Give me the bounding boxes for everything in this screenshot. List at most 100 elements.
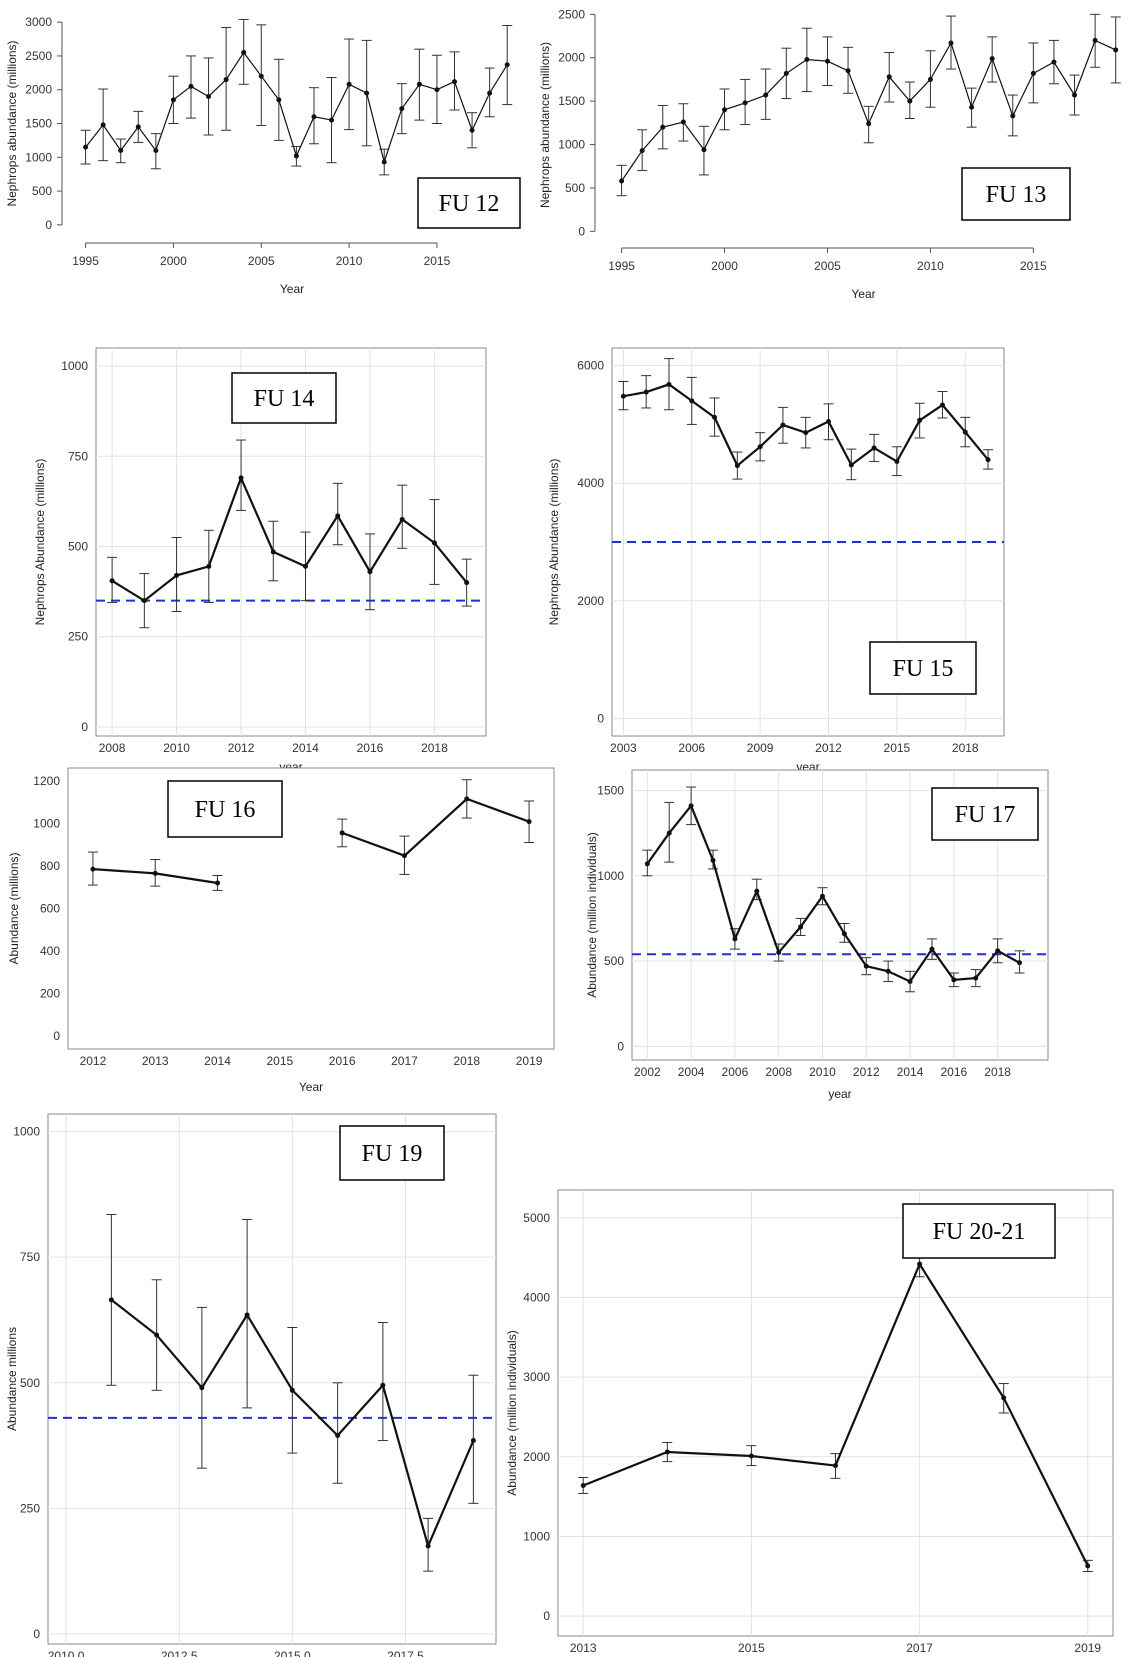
data-point <box>643 389 649 395</box>
data-point <box>399 516 405 522</box>
x-tick-label: 2017 <box>906 1641 933 1655</box>
panel-label-box <box>339 1125 445 1181</box>
data-point <box>985 457 991 463</box>
series-line <box>646 803 1021 983</box>
x-axis-title: Year <box>299 1080 323 1094</box>
y-tick-label: 1000 <box>25 150 52 164</box>
x-tick-label: 2006 <box>678 741 705 755</box>
x-tick-label: 2004 <box>678 1065 705 1079</box>
y-tick-label: 2000 <box>25 83 52 97</box>
data-point <box>886 74 892 80</box>
data-point <box>452 79 458 85</box>
x-tick-label: 2019 <box>516 1054 543 1068</box>
x-tick-label: 1995 <box>72 254 99 268</box>
data-point <box>732 936 738 942</box>
y-tick-label: 500 <box>32 184 52 198</box>
y-axis-title: Nephrops Abundance (millions) <box>33 459 47 626</box>
data-point <box>434 87 440 93</box>
data-point <box>639 148 645 154</box>
data-point <box>776 950 782 956</box>
x-tick-label: 2009 <box>747 741 774 755</box>
y-tick-label: 4000 <box>577 476 604 490</box>
data-point <box>1017 960 1023 966</box>
y-tick-label: 200 <box>40 987 60 1001</box>
x-tick-label: 2005 <box>814 259 841 273</box>
data-point <box>917 417 923 423</box>
panel-label: FU 16 <box>195 797 256 823</box>
data-point <box>1001 1395 1007 1401</box>
y-tick-label: 2500 <box>558 7 585 21</box>
data-point <box>174 572 180 578</box>
chart-fu12: 0 500 1000 1500 2000 2500 3000 1995 2000 2005 2010… <box>5 15 521 296</box>
x-tick-label: 2019 <box>1074 1641 1101 1655</box>
data-point <box>329 117 335 123</box>
data-point <box>710 857 716 863</box>
data-point <box>270 549 276 555</box>
data-point <box>199 1385 205 1391</box>
x-tick-label: 2010 <box>809 1065 836 1079</box>
y-tick-label: 1000 <box>13 1125 40 1139</box>
x-tick-label: 2018 <box>453 1054 480 1068</box>
x-axis-title: Year <box>280 282 304 296</box>
data-point <box>780 422 786 428</box>
x-tick-label: 2017.5 <box>387 1649 424 1657</box>
data-point <box>989 56 995 62</box>
panel-label: FU 19 <box>362 1141 423 1167</box>
data-point <box>962 429 968 435</box>
x-tick-label: 2012 <box>228 741 255 755</box>
y-axis-title: Nephrops abundance (millions) <box>5 40 19 206</box>
data-point <box>141 598 147 604</box>
y-tick-label: 2500 <box>25 49 52 63</box>
x-tick-label: 2002 <box>634 1065 661 1079</box>
y-axis-title: Abundance millions <box>5 1327 19 1431</box>
y-tick-label: 250 <box>68 630 88 644</box>
y-tick-label: 500 <box>565 181 585 195</box>
data-point <box>866 121 872 127</box>
x-tick-label: 2014 <box>292 741 319 755</box>
x-tick-label: 2012.5 <box>161 1649 198 1657</box>
x-tick-label: 2006 <box>722 1065 749 1079</box>
data-point <box>339 830 345 836</box>
data-point <box>367 569 373 575</box>
data-point <box>680 119 686 125</box>
data-point <box>276 97 282 103</box>
data-point <box>969 104 975 110</box>
y-tick-label: 2000 <box>523 1450 550 1464</box>
data-point <box>754 888 760 894</box>
data-point <box>748 1453 754 1459</box>
data-point <box>416 81 422 87</box>
y-tick-label: 750 <box>20 1250 40 1264</box>
y-tick-label: 5000 <box>523 1211 550 1225</box>
y-tick-label: 1500 <box>25 117 52 131</box>
data-point <box>381 159 387 165</box>
y-tick-label: 0 <box>53 1029 60 1043</box>
panel-label: FU 15 <box>893 656 954 682</box>
y-tick-label: 1500 <box>597 783 624 797</box>
x-tick-label: 2003 <box>610 741 637 755</box>
data-point <box>335 1433 341 1439</box>
x-tick-label: 2000 <box>160 254 187 268</box>
data-point <box>206 93 212 99</box>
data-point <box>303 563 309 569</box>
data-point <box>804 56 810 62</box>
data-point <box>153 148 159 154</box>
x-tick-label: 2008 <box>99 741 126 755</box>
data-point <box>469 127 475 133</box>
x-tick-label: 2005 <box>248 254 275 268</box>
y-tick-label: 0 <box>543 1609 550 1623</box>
x-tick-label: 2010.0 <box>48 1649 85 1657</box>
data-point <box>948 40 954 46</box>
chart-fu19: 025050075010002010.02012.52015.02017.5ye… <box>5 1113 497 1657</box>
panel-label-box <box>902 1203 1056 1259</box>
x-axis-title: Year <box>851 287 875 301</box>
data-point <box>644 861 650 867</box>
data-point <box>689 398 695 404</box>
x-tick-label: 2010 <box>917 259 944 273</box>
x-tick-label: 1995 <box>608 259 635 273</box>
data-point <box>258 73 264 79</box>
data-point <box>660 124 666 130</box>
data-point <box>152 870 158 876</box>
x-tick-label: 2010 <box>336 254 363 268</box>
y-axis-title: Abundance (million individuals) <box>505 1330 519 1495</box>
